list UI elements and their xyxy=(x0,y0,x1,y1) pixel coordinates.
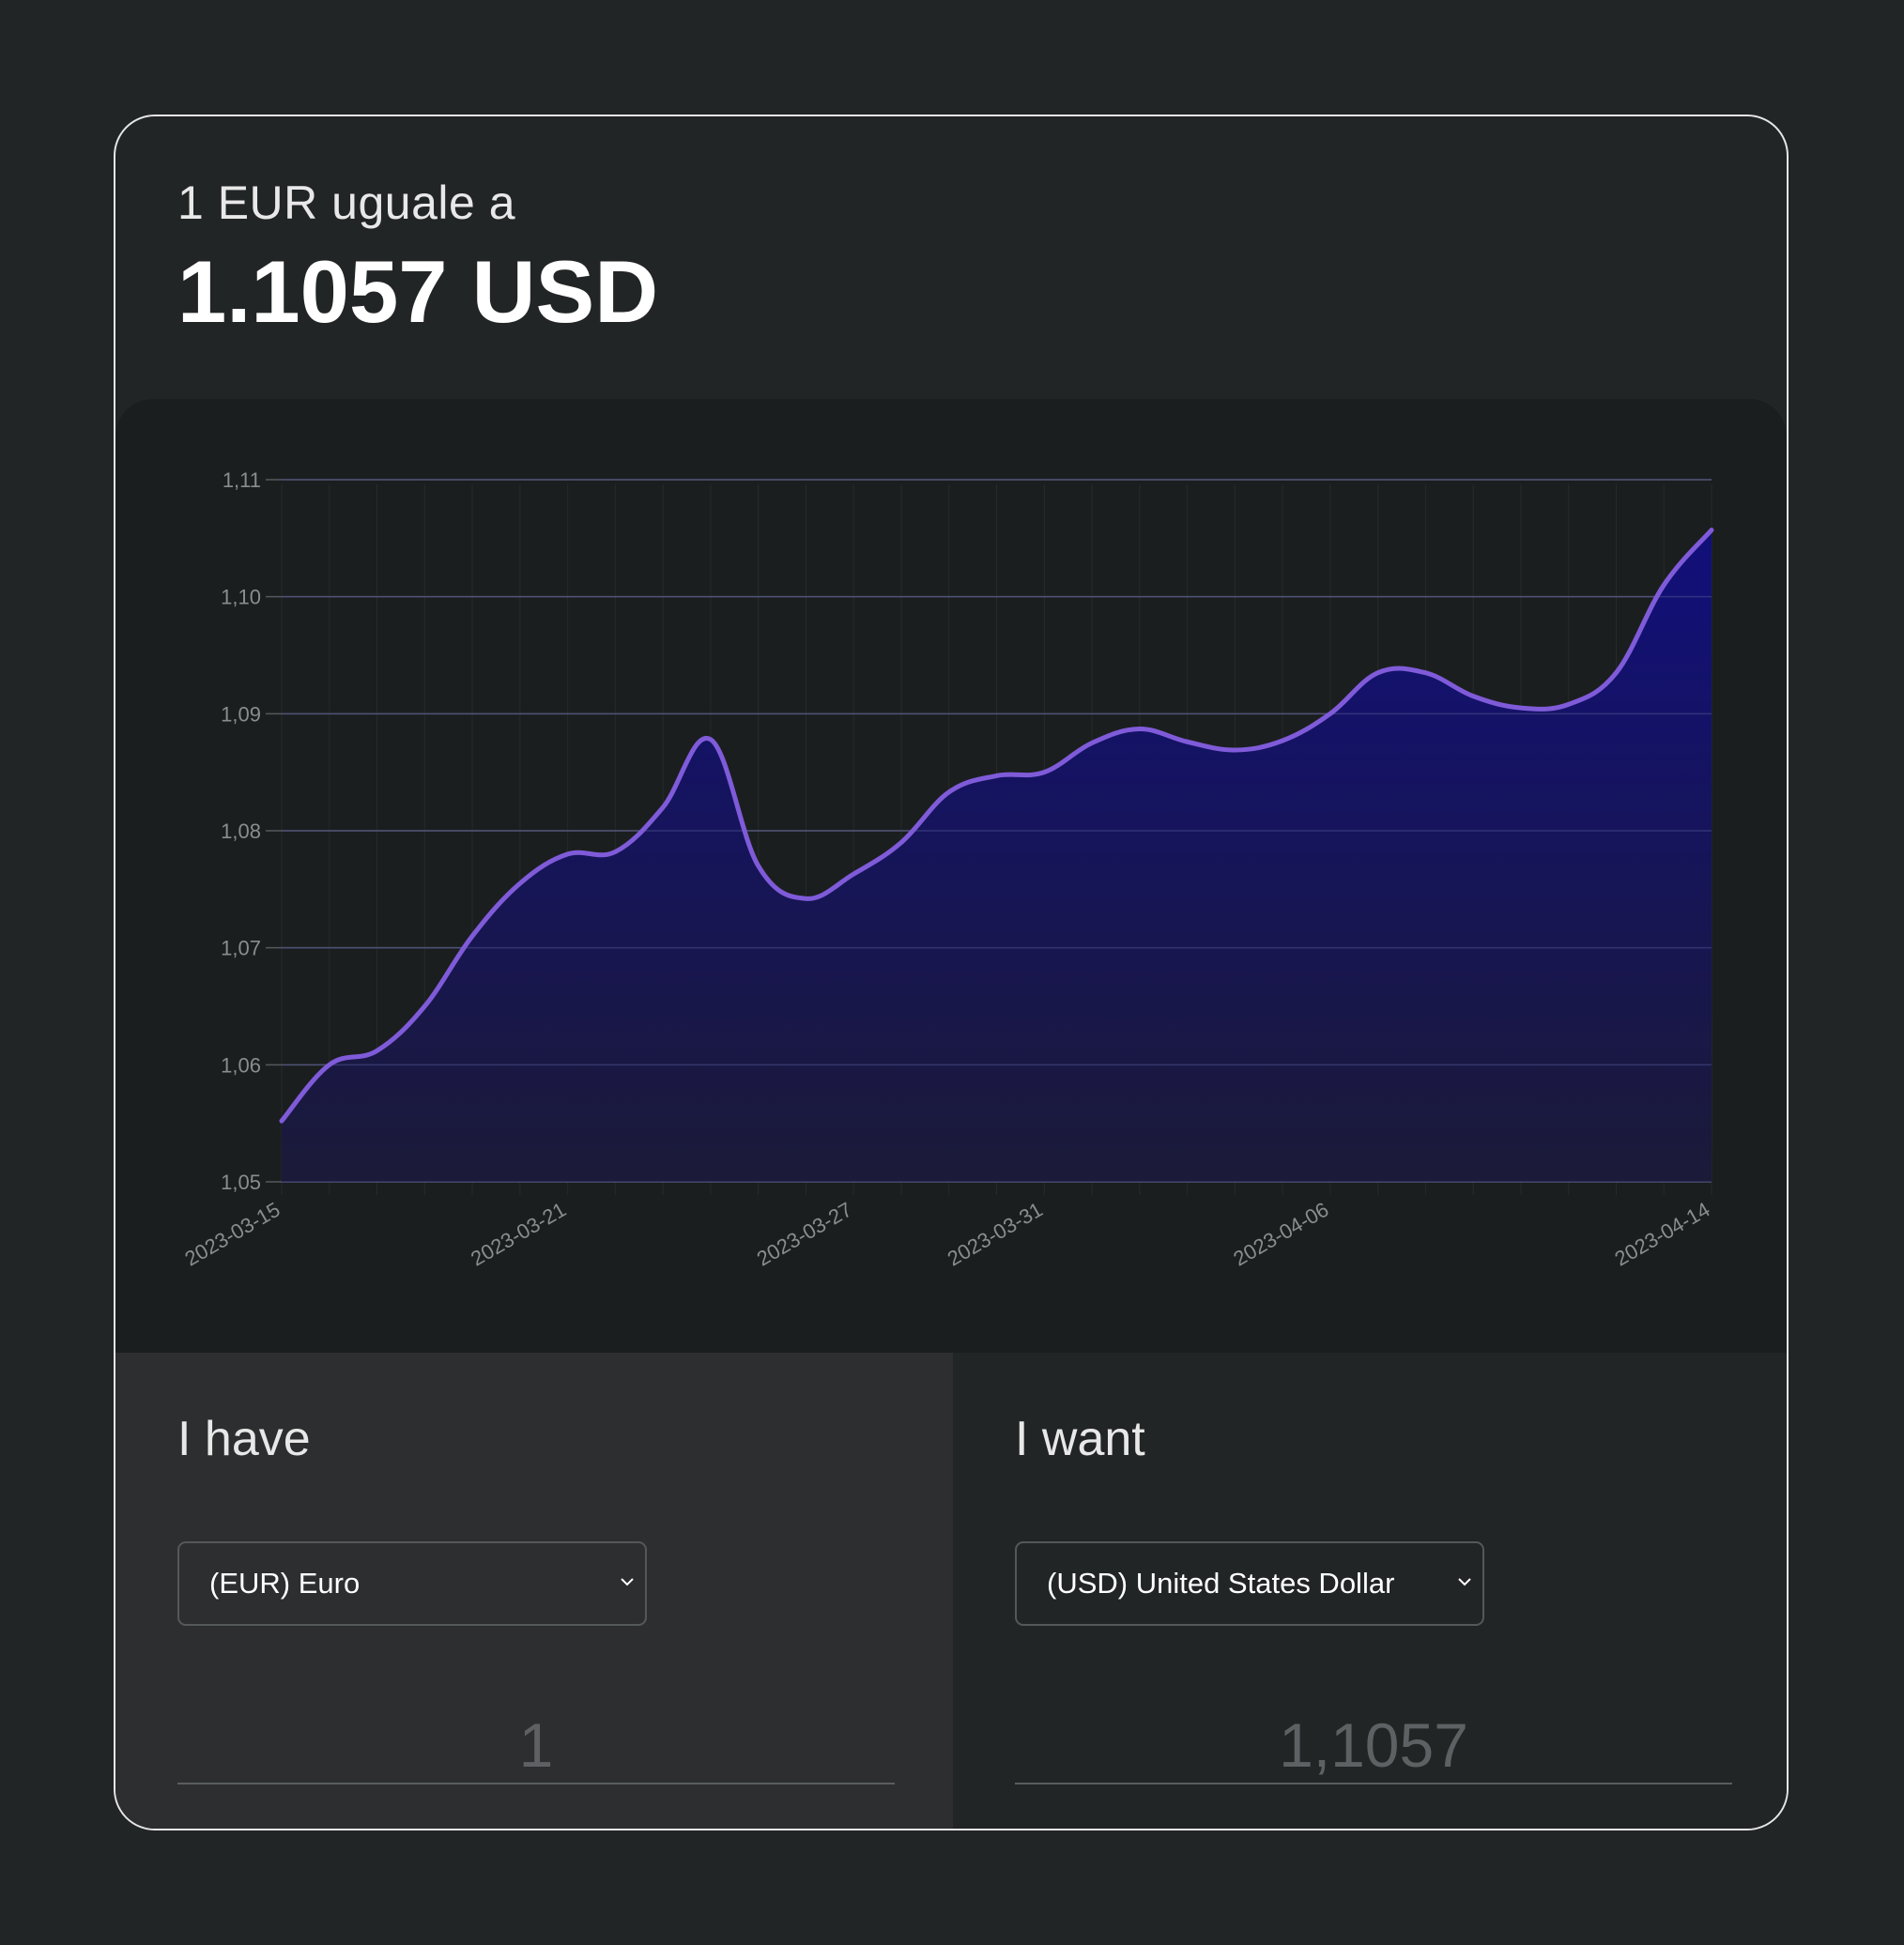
rate-point xyxy=(422,1003,427,1009)
y-tick-label: 1,09 xyxy=(221,702,261,726)
rate-point xyxy=(708,737,714,743)
rate-line xyxy=(279,528,1714,1124)
rate-subtitle: 1 EUR uguale a xyxy=(177,176,516,229)
rate-point xyxy=(660,804,666,810)
rate-point xyxy=(851,871,856,877)
rate-point xyxy=(1280,738,1285,743)
rate-point xyxy=(1185,739,1190,744)
rate-point xyxy=(1137,727,1143,732)
rate-point xyxy=(1566,701,1572,707)
rate-point xyxy=(1232,747,1237,753)
rate-point xyxy=(756,863,761,868)
rate-point xyxy=(279,1118,284,1124)
have-panel: I have (EUR) Euro 1 xyxy=(115,1353,953,1829)
have-label: I have xyxy=(177,1412,311,1466)
converter-card: 1 EUR uguale a 1.1057 USD 1,05 1,06 1,07 1,… xyxy=(114,115,1789,1830)
y-tick-label: 1,06 xyxy=(221,1053,261,1077)
y-tick-label: 1,07 xyxy=(221,937,261,960)
x-tick-label: 2023-03-31 xyxy=(944,1198,1047,1271)
chevron-down-icon xyxy=(621,1578,634,1586)
rate-point xyxy=(1661,582,1666,588)
rate-point xyxy=(517,881,523,886)
rate-point xyxy=(1328,711,1333,716)
x-tick-label: 2023-04-06 xyxy=(1229,1198,1332,1271)
rate-value: 1.1057 USD xyxy=(177,242,659,341)
want-label: I want xyxy=(1015,1412,1145,1466)
rate-point xyxy=(565,851,571,857)
rate-chart-svg: 1,05 1,06 1,07 1,08 1,09 1,10 1,11 2023-03-15 20… xyxy=(181,468,1714,1271)
rate-point xyxy=(1709,528,1714,533)
y-tick-label: 1,10 xyxy=(221,586,261,609)
want-amount-input[interactable]: 1,1057 xyxy=(1015,1708,1732,1784)
rate-point xyxy=(1613,670,1619,676)
have-amount-input[interactable]: 1 xyxy=(177,1708,895,1784)
rate-point xyxy=(946,789,952,795)
rate-point xyxy=(1375,670,1381,676)
rate-point xyxy=(327,1062,332,1067)
y-tick-label: 1,08 xyxy=(221,819,261,843)
rate-point xyxy=(1089,741,1095,746)
want-currency-select[interactable]: (USD) United States Dollar xyxy=(1015,1541,1484,1626)
rate-point xyxy=(803,896,808,901)
rate-point xyxy=(469,933,475,939)
converter-panel: I have (EUR) Euro 1 I want (USD) United … xyxy=(115,1353,1787,1829)
rate-point xyxy=(1470,694,1476,699)
rate-header: 1 EUR uguale a 1.1057 USD xyxy=(177,175,658,344)
rate-point xyxy=(994,773,1000,778)
x-tick-label: 2023-03-21 xyxy=(467,1198,570,1271)
have-currency-value: (EUR) Euro xyxy=(209,1567,361,1600)
want-panel: I want (USD) United States Dollar 1,1057 xyxy=(953,1353,1787,1829)
rate-point xyxy=(898,839,904,845)
chevron-down-icon xyxy=(1458,1578,1471,1586)
x-tick-label: 2023-04-14 xyxy=(1611,1198,1714,1271)
rate-point xyxy=(375,1048,380,1053)
rate-point xyxy=(1422,670,1428,676)
rate-point xyxy=(612,849,618,854)
want-currency-value: (USD) United States Dollar xyxy=(1047,1567,1395,1600)
rate-point xyxy=(1518,705,1524,711)
rate-point xyxy=(1041,770,1047,775)
y-tick-label: 1,05 xyxy=(221,1171,261,1194)
x-tick-label: 2023-03-15 xyxy=(181,1198,284,1271)
y-tick-label: 1,11 xyxy=(223,468,261,492)
have-currency-select[interactable]: (EUR) Euro xyxy=(177,1541,647,1626)
rate-chart: 1,05 1,06 1,07 1,08 1,09 1,10 1,11 2023-03-15 20… xyxy=(115,399,1787,1353)
x-tick-label: 2023-03-27 xyxy=(753,1198,856,1271)
